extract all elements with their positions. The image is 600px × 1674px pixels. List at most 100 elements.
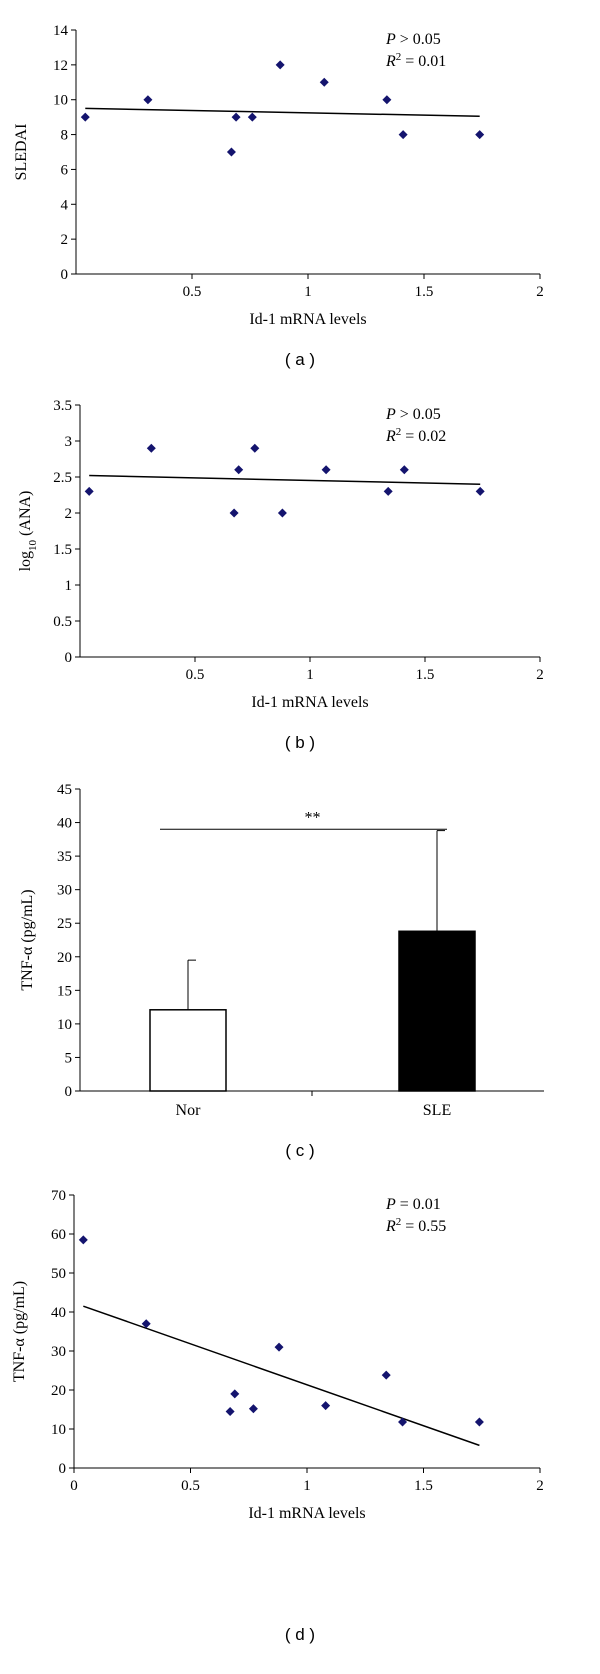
y-tick-label: 10: [51, 1422, 66, 1438]
data-point: [84, 486, 94, 496]
p-value-label: P = 0.01: [385, 1196, 441, 1213]
bar: [149, 1009, 227, 1092]
data-point: [475, 486, 485, 496]
subfigure-caption: ( c ): [285, 1141, 314, 1160]
y-tick-label: 2.5: [53, 470, 72, 486]
data-point: [383, 486, 393, 496]
data-point: [398, 130, 408, 140]
bar: [398, 930, 476, 1092]
y-tick-label: 1: [65, 578, 73, 594]
data-point: [226, 147, 236, 157]
y-tick-label: 12: [53, 58, 68, 74]
y-tick-label: 2: [65, 506, 73, 522]
data-point: [321, 1401, 331, 1411]
x-category-label: Nor: [176, 1102, 202, 1119]
y-tick-label: 70: [51, 1188, 66, 1204]
x-category-label: SLE: [423, 1102, 451, 1119]
y-tick-label: 3.5: [53, 398, 72, 414]
data-point: [277, 508, 287, 518]
x-tick-label: 2: [536, 1478, 544, 1494]
x-tick-label: 2: [536, 284, 544, 300]
data-point: [319, 77, 329, 87]
x-axis-label: Id-1 mRNA levels: [249, 311, 366, 328]
y-tick-label: 1.5: [53, 542, 72, 558]
y-tick-label: 35: [57, 849, 72, 865]
subfigure-caption: ( d ): [285, 1625, 315, 1644]
x-tick-label: 1: [303, 1478, 311, 1494]
y-tick-label: 0: [65, 1084, 73, 1100]
data-point: [141, 1319, 151, 1329]
y-tick-label: 30: [51, 1344, 66, 1360]
y-tick-label: 20: [57, 950, 72, 966]
data-point: [474, 1417, 484, 1427]
y-tick-label: 8: [61, 128, 69, 144]
data-point: [143, 95, 153, 105]
significance-label: **: [305, 809, 321, 826]
data-point: [229, 508, 239, 518]
data-point: [250, 443, 260, 453]
y-tick-label: 25: [57, 916, 72, 932]
data-point: [78, 1235, 88, 1245]
y-tick-label: 10: [57, 1017, 72, 1033]
y-tick-label: 20: [51, 1383, 66, 1399]
x-tick-label: 2: [536, 667, 544, 683]
data-point: [321, 465, 331, 475]
x-tick-label: 0.5: [181, 1478, 200, 1494]
y-axis-label: TNF-α (pg/mL): [19, 889, 36, 990]
y-tick-label: 15: [57, 983, 72, 999]
y-tick-label: 10: [53, 93, 68, 109]
r-squared-label: R2 = 0.02: [385, 426, 446, 445]
regression-line: [85, 107, 480, 118]
x-axis-label: Id-1 mRNA levels: [248, 1505, 365, 1522]
subfigure-caption: ( a ): [285, 350, 315, 369]
data-point: [230, 1389, 240, 1399]
panel-c: 0 5 10 15 20 25 30 35 40 45 Nor SLE ** TNF-α (pg/mL) (…: [19, 782, 544, 1160]
x-tick-label: 1.5: [414, 1478, 433, 1494]
x-tick-label: 0: [70, 1478, 78, 1494]
p-value-label: P > 0.05: [385, 31, 441, 48]
panel-b: 0 0.5 1 1.5 2 2.5 3 3.5 0.5 1 1.5 2 Id-1 mRNA levels…: [17, 398, 544, 752]
y-tick-label: 40: [57, 816, 72, 832]
data-point: [231, 112, 241, 122]
panel-d: 0 10 20 30 40 50 60 70 0 0.5 1 1.5 2 Id-1 mRNA levels…: [11, 1188, 544, 1644]
data-point: [80, 112, 90, 122]
data-point: [275, 60, 285, 70]
y-tick-label: 45: [57, 782, 72, 798]
x-axis-label: Id-1 mRNA levels: [251, 694, 368, 711]
y-axis-label: log10 (ANA): [17, 491, 39, 572]
y-tick-label: 2: [61, 232, 69, 248]
y-tick-label: 3: [65, 434, 73, 450]
y-tick-label: 0.5: [53, 614, 72, 630]
data-point: [381, 1370, 391, 1380]
y-axis-label: TNF-α (pg/mL): [11, 1281, 28, 1382]
data-point: [146, 443, 156, 453]
y-tick-label: 30: [57, 883, 72, 899]
r-squared-label: R2 = 0.55: [385, 1216, 446, 1235]
regression-line: [83, 1305, 480, 1447]
x-tick-label: 1.5: [415, 284, 434, 300]
data-point: [225, 1406, 235, 1416]
x-tick-label: 0.5: [186, 667, 205, 683]
r-squared-label: R2 = 0.01: [385, 51, 446, 70]
data-point: [382, 95, 392, 105]
y-tick-label: 0: [59, 1461, 67, 1477]
data-point: [247, 112, 257, 122]
x-tick-label: 0.5: [183, 284, 202, 300]
data-point: [234, 465, 244, 475]
y-tick-label: 5: [65, 1050, 73, 1066]
y-tick-label: 6: [61, 162, 69, 178]
subfigure-caption: ( b ): [285, 733, 315, 752]
y-axis-label: SLEDAI: [13, 124, 30, 181]
panel-a: 0 2 4 6 8 10 12 14 0.5 1 1.5 2 Id-1 mRNA levels SLEDA…: [13, 23, 544, 369]
x-tick-label: 1: [304, 284, 312, 300]
data-point: [399, 465, 409, 475]
y-tick-label: 60: [51, 1227, 66, 1243]
y-tick-label: 50: [51, 1266, 66, 1282]
data-point: [248, 1404, 258, 1414]
data-point: [274, 1342, 284, 1352]
y-tick-label: 0: [61, 267, 69, 283]
y-tick-label: 40: [51, 1305, 66, 1321]
x-tick-label: 1.5: [416, 667, 435, 683]
regression-line: [89, 474, 481, 485]
